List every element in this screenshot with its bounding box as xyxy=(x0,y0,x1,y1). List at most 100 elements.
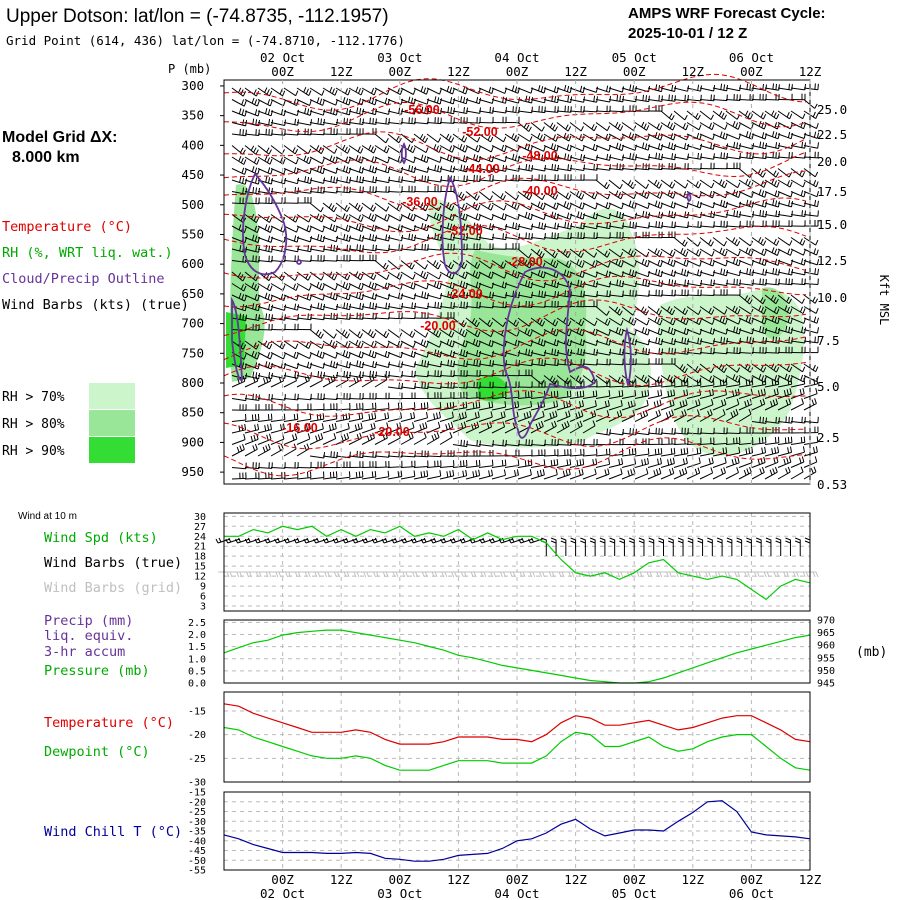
wind-barb xyxy=(244,423,260,434)
wind-barb xyxy=(621,289,637,297)
wind-barb xyxy=(634,327,650,336)
wind-barb xyxy=(751,179,767,188)
wind-barb xyxy=(569,380,585,388)
wind-barb xyxy=(296,352,312,360)
true-wind-barb xyxy=(629,537,635,556)
wind-barb xyxy=(361,361,378,369)
wind-barb xyxy=(348,471,364,480)
wind-barb xyxy=(673,399,688,411)
wind-barb xyxy=(335,176,352,184)
wind-barb xyxy=(283,128,299,136)
wind-barb xyxy=(257,443,271,457)
wind-barb xyxy=(673,94,689,102)
wind-barb xyxy=(413,117,429,125)
wind-barb xyxy=(309,371,325,379)
wind-barb xyxy=(543,375,558,385)
wind-barb xyxy=(283,423,298,434)
wind-barb xyxy=(647,399,662,411)
wind-barb xyxy=(257,167,273,175)
wind-barb xyxy=(673,447,689,457)
wind-barb xyxy=(777,466,791,480)
wind-barb xyxy=(452,116,468,124)
wind-barb xyxy=(504,469,519,480)
wind-barb xyxy=(738,237,754,247)
wind-barb xyxy=(725,457,740,468)
wind-barb xyxy=(231,404,247,411)
wind-barb xyxy=(543,222,559,230)
wind-barb xyxy=(322,360,339,369)
wind-barb xyxy=(322,471,338,480)
wind-barb xyxy=(530,201,546,211)
wind-barb xyxy=(361,117,377,125)
wind-barb xyxy=(556,317,572,327)
wind-barb xyxy=(361,302,377,310)
wind-barb xyxy=(699,202,716,209)
wind-barb xyxy=(283,303,300,311)
wind-barb xyxy=(543,202,559,210)
wind-barb xyxy=(504,201,520,211)
wind-barb xyxy=(270,108,286,117)
wind-barb xyxy=(634,142,650,151)
wind-barb xyxy=(296,99,312,106)
wind-barb xyxy=(517,143,533,152)
wind-barb xyxy=(738,211,754,218)
wind-barb xyxy=(283,109,300,116)
wind-barb xyxy=(738,437,754,445)
legend-wind-barbs-grid: Wind Barbs (grid) xyxy=(44,580,182,596)
wind-barb xyxy=(699,306,715,315)
wind-barb xyxy=(231,433,246,445)
wind-barb xyxy=(686,399,701,411)
wind-barb xyxy=(244,87,260,97)
wind-10m-panel: Wind at 10 m Wind Spd (kts) Wind Barbs (… xyxy=(18,511,819,613)
wind-barb xyxy=(374,97,390,106)
true-wind-barb xyxy=(303,537,319,544)
wind-barb xyxy=(660,399,675,411)
wind-barb xyxy=(543,122,558,132)
legend-temperature: Temperature (°C) xyxy=(2,219,132,235)
wind-barb xyxy=(621,95,637,103)
wind-barb xyxy=(231,423,247,434)
wind-barb xyxy=(608,348,624,356)
wind-barb xyxy=(413,260,428,270)
wind-barb xyxy=(374,156,390,164)
wind-barb xyxy=(504,401,520,411)
wind-barb xyxy=(439,450,455,457)
time-tick-label-top: 00Z xyxy=(623,64,646,79)
temperature-contour-line xyxy=(223,275,807,308)
wind-barb xyxy=(374,361,390,368)
wind-barb xyxy=(322,393,338,400)
wind-barb xyxy=(283,375,297,388)
wind-barb xyxy=(322,155,338,164)
wind-barb xyxy=(686,379,702,388)
true-wind-barb xyxy=(609,537,616,556)
wind-barb xyxy=(712,199,728,209)
wind-barb xyxy=(647,259,663,268)
wind-barb xyxy=(504,222,520,231)
wind-barb xyxy=(725,257,741,267)
wind-barb xyxy=(712,152,728,160)
wind-barb xyxy=(673,221,689,229)
wind-barb xyxy=(439,421,454,434)
wind-barb xyxy=(257,145,272,155)
wind-barb xyxy=(309,423,324,434)
wind-barb xyxy=(699,379,715,388)
wind-barb xyxy=(608,142,624,151)
series-line xyxy=(223,703,811,745)
wind-barb xyxy=(751,466,765,480)
legend-precip-accum: 3-hr accum xyxy=(44,644,125,660)
wind-barb xyxy=(374,293,390,300)
wind-barb xyxy=(439,460,455,468)
true-wind-barb xyxy=(225,537,240,544)
wind-barb xyxy=(699,270,715,277)
wind-barb xyxy=(673,163,689,170)
wind-barb xyxy=(622,438,637,445)
wind-barb xyxy=(777,248,793,256)
wind-barb xyxy=(751,120,767,130)
wind-barb xyxy=(673,259,689,267)
wind-barb xyxy=(478,214,494,221)
wind-barb xyxy=(803,306,819,314)
wind-barb xyxy=(634,306,649,316)
temperature-contour-line xyxy=(223,197,807,233)
wind-barb xyxy=(777,278,793,286)
model-grid-label: Model Grid ΔX: xyxy=(2,129,118,146)
